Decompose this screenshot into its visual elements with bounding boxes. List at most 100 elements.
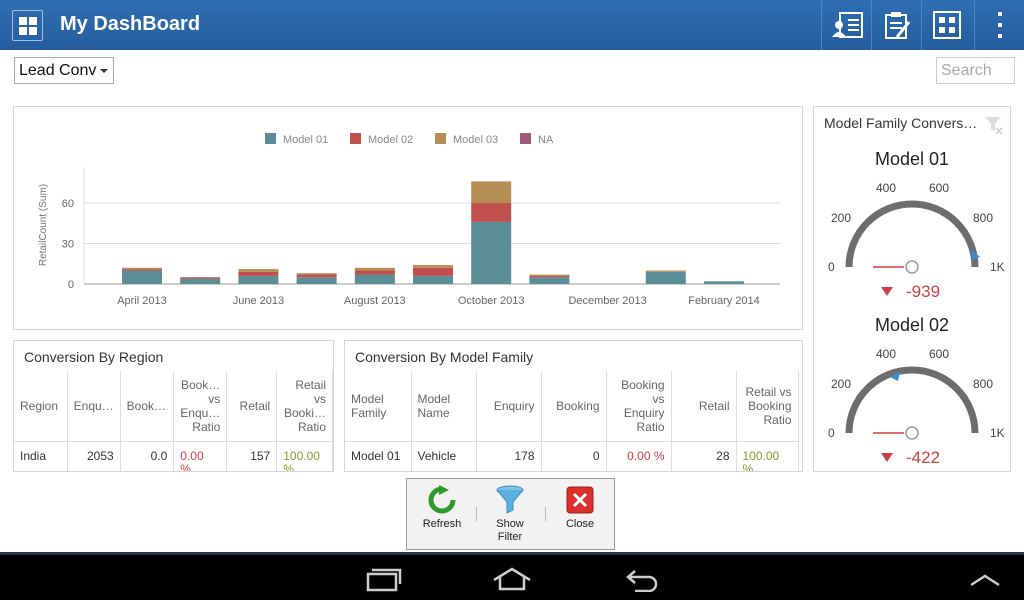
x-tick-label: February 2014	[688, 295, 760, 307]
gauge-needle-icon	[890, 371, 900, 381]
y-axis-label: RetailCount (Sum)	[38, 184, 49, 266]
bar-segment	[122, 269, 162, 271]
apps-grid-button[interactable]	[12, 10, 43, 41]
header-text: Retail vs Booki… Ratio	[283, 377, 326, 434]
table-row[interactable]: Model 01 Vehicle 178 0 0.00 % 28 100.00 …	[345, 441, 799, 471]
table-cell: Model 01	[345, 441, 412, 471]
legend-swatch	[350, 133, 361, 144]
table-cell: 157	[226, 441, 278, 471]
region-header-5[interactable]: Retail vs Booki… Ratio	[276, 371, 333, 442]
region-table-card: Conversion By Region Region Enqu… Book… …	[13, 340, 334, 472]
action-popup: Refresh Show Filter Close	[406, 478, 615, 550]
search-input[interactable]: Search	[936, 57, 1015, 84]
header-text: Retail	[698, 398, 730, 413]
back-icon	[626, 570, 658, 592]
bar-segment	[122, 270, 162, 284]
home-icon	[493, 567, 531, 591]
overflow-menu-button[interactable]	[974, 0, 1024, 50]
table-cell: 28	[671, 441, 737, 471]
region-header-1[interactable]: Enqu…	[67, 371, 121, 442]
gauge-tick: 600	[929, 347, 950, 361]
table-cell: 2053	[67, 441, 121, 471]
region-header-0[interactable]: Region	[14, 371, 68, 442]
close-button[interactable]: Close	[547, 485, 613, 531]
gauge-card-title: Model Family Convers…	[824, 115, 978, 131]
model-header-6[interactable]: Retail vs Booking Ratio	[736, 371, 799, 442]
model-header-3[interactable]: Booking	[541, 371, 607, 442]
refresh-button[interactable]: Refresh	[409, 485, 475, 531]
header-text: Model Name	[417, 391, 451, 420]
refresh-icon	[428, 485, 456, 514]
model-table-card: Conversion By Model Family Model Family …	[344, 340, 803, 472]
contacts-button[interactable]	[821, 0, 871, 50]
bar-segment	[238, 269, 279, 272]
clipboard-icon	[884, 12, 910, 39]
down-arrow-icon	[881, 453, 893, 462]
stacked-bar-chart: Model 01 Model 02 Model 03 NA 0 30 60 RetailCou…	[38, 133, 780, 307]
dropdown-caret-icon	[100, 69, 108, 73]
legend-swatch	[265, 133, 276, 144]
chart-card: Model 01 Model 02 Model 03 NA 0 30 60 RetailCou…	[13, 106, 803, 330]
model-table-title: Conversion By Model Family	[355, 349, 534, 365]
model-header-0[interactable]: Model Family	[345, 371, 412, 442]
bar-segment	[354, 270, 395, 275]
report-select[interactable]: Lead Conv	[14, 57, 114, 84]
header-text: Model Family	[351, 391, 387, 420]
gauge-tick: 200	[831, 211, 852, 225]
bar-segment	[645, 271, 686, 284]
region-table: Region Enqu… Book… Book… vs Enqu… Ratio …	[14, 371, 333, 471]
legend-label: NA	[538, 134, 554, 146]
gauge-needle-icon	[971, 249, 980, 260]
dashboard-grid-icon	[932, 11, 961, 39]
region-header-3[interactable]: Book… vs Enqu… Ratio	[173, 371, 228, 442]
legend-swatch	[520, 133, 531, 144]
down-arrow-icon	[881, 287, 893, 296]
dashboard-button[interactable]	[921, 0, 971, 50]
gauge-tick: 0	[828, 260, 835, 274]
gauge-tick: 400	[876, 347, 897, 361]
home-button[interactable]	[490, 565, 534, 593]
bar-segment	[645, 270, 686, 272]
header-text: Book… vs Enqu… Ratio	[180, 377, 221, 434]
region-header-4[interactable]: Retail	[226, 371, 278, 442]
model-header-2[interactable]: Enquiry	[476, 371, 542, 442]
model-header-1[interactable]: Model Name	[411, 371, 477, 442]
recent-apps-button[interactable]	[362, 565, 404, 593]
show-filter-button[interactable]: Show Filter	[477, 485, 543, 544]
legend-swatch	[435, 133, 446, 144]
model-header-5[interactable]: Retail	[671, 371, 737, 442]
tasks-button[interactable]	[871, 0, 921, 50]
header-text: Retail vs Booking Ratio	[745, 384, 792, 427]
table-cell: 100.00 %	[736, 441, 799, 471]
contact-card-icon	[831, 12, 863, 38]
table-cell: 0.00 %	[173, 441, 228, 471]
close-icon	[566, 486, 594, 514]
model-header-4[interactable]: Booking vs Enquiry Ratio	[606, 371, 672, 442]
menu-up-button[interactable]	[966, 565, 1004, 593]
bar-segment	[296, 273, 337, 275]
header-text: Booking vs Enquiry Ratio	[621, 377, 665, 434]
bar-segment	[238, 271, 279, 276]
gauge-tick: 1K	[990, 426, 1005, 440]
gauge-tick: 0	[828, 426, 835, 440]
table-cell: Vehicle	[411, 441, 477, 471]
table-row[interactable]: India 2053 0.0 0.00 % 157 100.00 %	[14, 441, 333, 471]
grid-icon	[18, 16, 37, 35]
bar-segment	[238, 275, 279, 284]
bar-segment	[296, 274, 337, 278]
x-tick-label: October 2013	[458, 295, 525, 307]
bar-segment	[180, 277, 221, 279]
region-header-2[interactable]: Book…	[120, 371, 175, 442]
table-cell: 0	[541, 441, 607, 471]
bar-segment	[354, 267, 395, 271]
bar-segment	[471, 221, 512, 284]
legend-label: Model 03	[453, 134, 498, 146]
table-cell: 178	[476, 441, 542, 471]
filter-icon[interactable]	[984, 115, 1004, 135]
gauge-title-model-02: Model 02	[874, 315, 950, 335]
gauge-tick: 1K	[990, 260, 1005, 274]
table-cell: 0.00 %	[606, 441, 672, 471]
back-button[interactable]	[622, 565, 662, 593]
region-table-title: Conversion By Region	[24, 349, 164, 365]
